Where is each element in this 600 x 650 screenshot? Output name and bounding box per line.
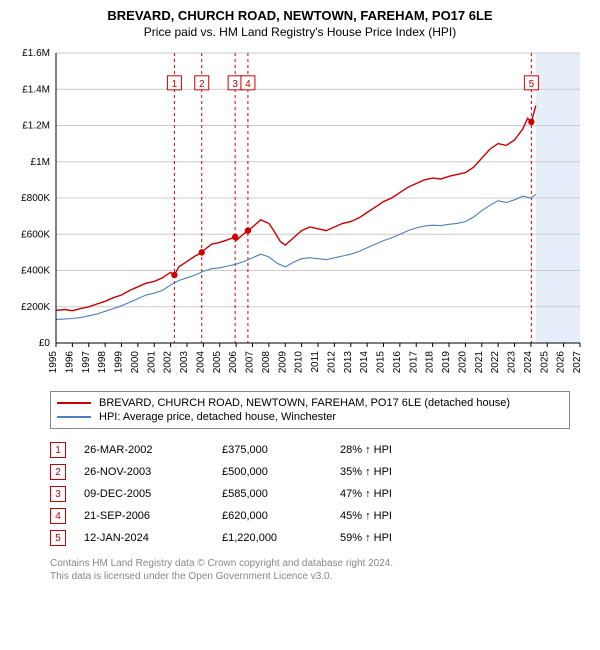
svg-text:2006: 2006 xyxy=(228,351,239,374)
svg-text:1995: 1995 xyxy=(48,351,59,374)
svg-text:2005: 2005 xyxy=(212,351,223,374)
svg-text:2008: 2008 xyxy=(261,351,272,374)
legend-label: BREVARD, CHURCH ROAD, NEWTOWN, FAREHAM, … xyxy=(99,397,510,409)
sale-hpi-delta: 35% ↑ HPI xyxy=(340,466,460,478)
sales-row: 3 09-DEC-2005 £585,000 47% ↑ HPI xyxy=(50,483,570,505)
svg-text:£1.4M: £1.4M xyxy=(22,84,50,95)
sale-index-box: 4 xyxy=(50,508,66,524)
sales-row: 5 12-JAN-2024 £1,220,000 59% ↑ HPI xyxy=(50,527,570,549)
footer-line1: Contains HM Land Registry data © Crown c… xyxy=(50,557,592,570)
svg-text:2017: 2017 xyxy=(408,351,419,374)
sale-price: £620,000 xyxy=(222,510,322,522)
sale-hpi-delta: 47% ↑ HPI xyxy=(340,488,460,500)
svg-text:2004: 2004 xyxy=(195,351,206,374)
sale-price: £585,000 xyxy=(222,488,322,500)
legend-swatch xyxy=(57,416,91,418)
svg-text:2: 2 xyxy=(199,79,205,90)
svg-text:2010: 2010 xyxy=(294,351,305,374)
sale-hpi-delta: 59% ↑ HPI xyxy=(340,532,460,544)
svg-text:£0: £0 xyxy=(39,338,51,349)
chart-title: BREVARD, CHURCH ROAD, NEWTOWN, FAREHAM, … xyxy=(8,8,592,23)
svg-text:2011: 2011 xyxy=(310,351,321,373)
svg-text:2022: 2022 xyxy=(490,351,501,374)
svg-text:2009: 2009 xyxy=(277,351,288,374)
svg-text:2013: 2013 xyxy=(343,351,354,374)
svg-text:2021: 2021 xyxy=(474,351,485,374)
sale-index-box: 2 xyxy=(50,464,66,480)
sale-price: £1,220,000 xyxy=(222,532,322,544)
svg-text:2020: 2020 xyxy=(457,351,468,374)
svg-text:2024: 2024 xyxy=(523,351,534,374)
sale-price: £500,000 xyxy=(222,466,322,478)
chart-svg: £0 £200K £400K £600K £800K £1M £1.2M £1.4M £1.6M… xyxy=(8,45,592,385)
svg-text:2014: 2014 xyxy=(359,351,370,374)
svg-text:2012: 2012 xyxy=(326,351,337,374)
svg-text:2025: 2025 xyxy=(539,351,550,374)
svg-text:1998: 1998 xyxy=(97,351,108,374)
svg-text:2015: 2015 xyxy=(376,351,387,374)
svg-text:2026: 2026 xyxy=(556,351,567,374)
svg-text:£1.6M: £1.6M xyxy=(22,48,50,59)
sale-index-box: 3 xyxy=(50,486,66,502)
sale-date: 26-MAR-2002 xyxy=(84,444,204,456)
svg-text:£1M: £1M xyxy=(31,157,50,168)
svg-text:5: 5 xyxy=(529,79,535,90)
svg-text:£400K: £400K xyxy=(21,266,50,277)
footer: Contains HM Land Registry data © Crown c… xyxy=(50,557,592,583)
svg-text:2023: 2023 xyxy=(507,351,518,374)
svg-text:2003: 2003 xyxy=(179,351,190,374)
legend-row: BREVARD, CHURCH ROAD, NEWTOWN, FAREHAM, … xyxy=(57,396,563,410)
sales-table: 1 26-MAR-2002 £375,000 28% ↑ HPI 2 26-NOV-200… xyxy=(50,439,570,549)
svg-text:2007: 2007 xyxy=(245,351,256,374)
sales-row: 1 26-MAR-2002 £375,000 28% ↑ HPI xyxy=(50,439,570,461)
svg-text:2002: 2002 xyxy=(163,351,174,374)
sale-index-box: 5 xyxy=(50,530,66,546)
svg-text:1996: 1996 xyxy=(64,351,75,374)
svg-text:2018: 2018 xyxy=(425,351,436,374)
svg-text:1: 1 xyxy=(172,79,178,90)
sale-date: 12-JAN-2024 xyxy=(84,532,204,544)
sale-date: 21-SEP-2006 xyxy=(84,510,204,522)
svg-text:3: 3 xyxy=(232,79,238,90)
sale-hpi-delta: 28% ↑ HPI xyxy=(340,444,460,456)
sale-price: £375,000 xyxy=(222,444,322,456)
svg-text:4: 4 xyxy=(245,79,251,90)
svg-text:2000: 2000 xyxy=(130,351,141,374)
sales-row: 2 26-NOV-2003 £500,000 35% ↑ HPI xyxy=(50,461,570,483)
svg-text:£1.2M: £1.2M xyxy=(22,121,50,132)
chart-subtitle: Price paid vs. HM Land Registry's House … xyxy=(8,25,592,39)
legend-label: HPI: Average price, detached house, Winc… xyxy=(99,411,336,423)
svg-text:£800K: £800K xyxy=(21,193,50,204)
svg-text:1997: 1997 xyxy=(81,351,92,374)
svg-text:2001: 2001 xyxy=(146,351,157,374)
legend: BREVARD, CHURCH ROAD, NEWTOWN, FAREHAM, … xyxy=(50,391,570,429)
legend-row: HPI: Average price, detached house, Winc… xyxy=(57,410,563,424)
sale-date: 09-DEC-2005 xyxy=(84,488,204,500)
svg-text:2019: 2019 xyxy=(441,351,452,374)
chart-title-block: BREVARD, CHURCH ROAD, NEWTOWN, FAREHAM, … xyxy=(8,8,592,39)
sale-hpi-delta: 45% ↑ HPI xyxy=(340,510,460,522)
svg-text:2016: 2016 xyxy=(392,351,403,374)
svg-text:2027: 2027 xyxy=(572,351,583,374)
sales-row: 4 21-SEP-2006 £620,000 45% ↑ HPI xyxy=(50,505,570,527)
svg-text:1999: 1999 xyxy=(114,351,125,374)
sale-index-box: 1 xyxy=(50,442,66,458)
legend-swatch xyxy=(57,402,91,404)
svg-text:£600K: £600K xyxy=(21,229,50,240)
svg-text:£200K: £200K xyxy=(21,302,50,313)
footer-line2: This data is licensed under the Open Gov… xyxy=(50,570,592,583)
sale-date: 26-NOV-2003 xyxy=(84,466,204,478)
chart: £0 £200K £400K £600K £800K £1M £1.2M £1.4M £1.6M… xyxy=(8,45,592,385)
